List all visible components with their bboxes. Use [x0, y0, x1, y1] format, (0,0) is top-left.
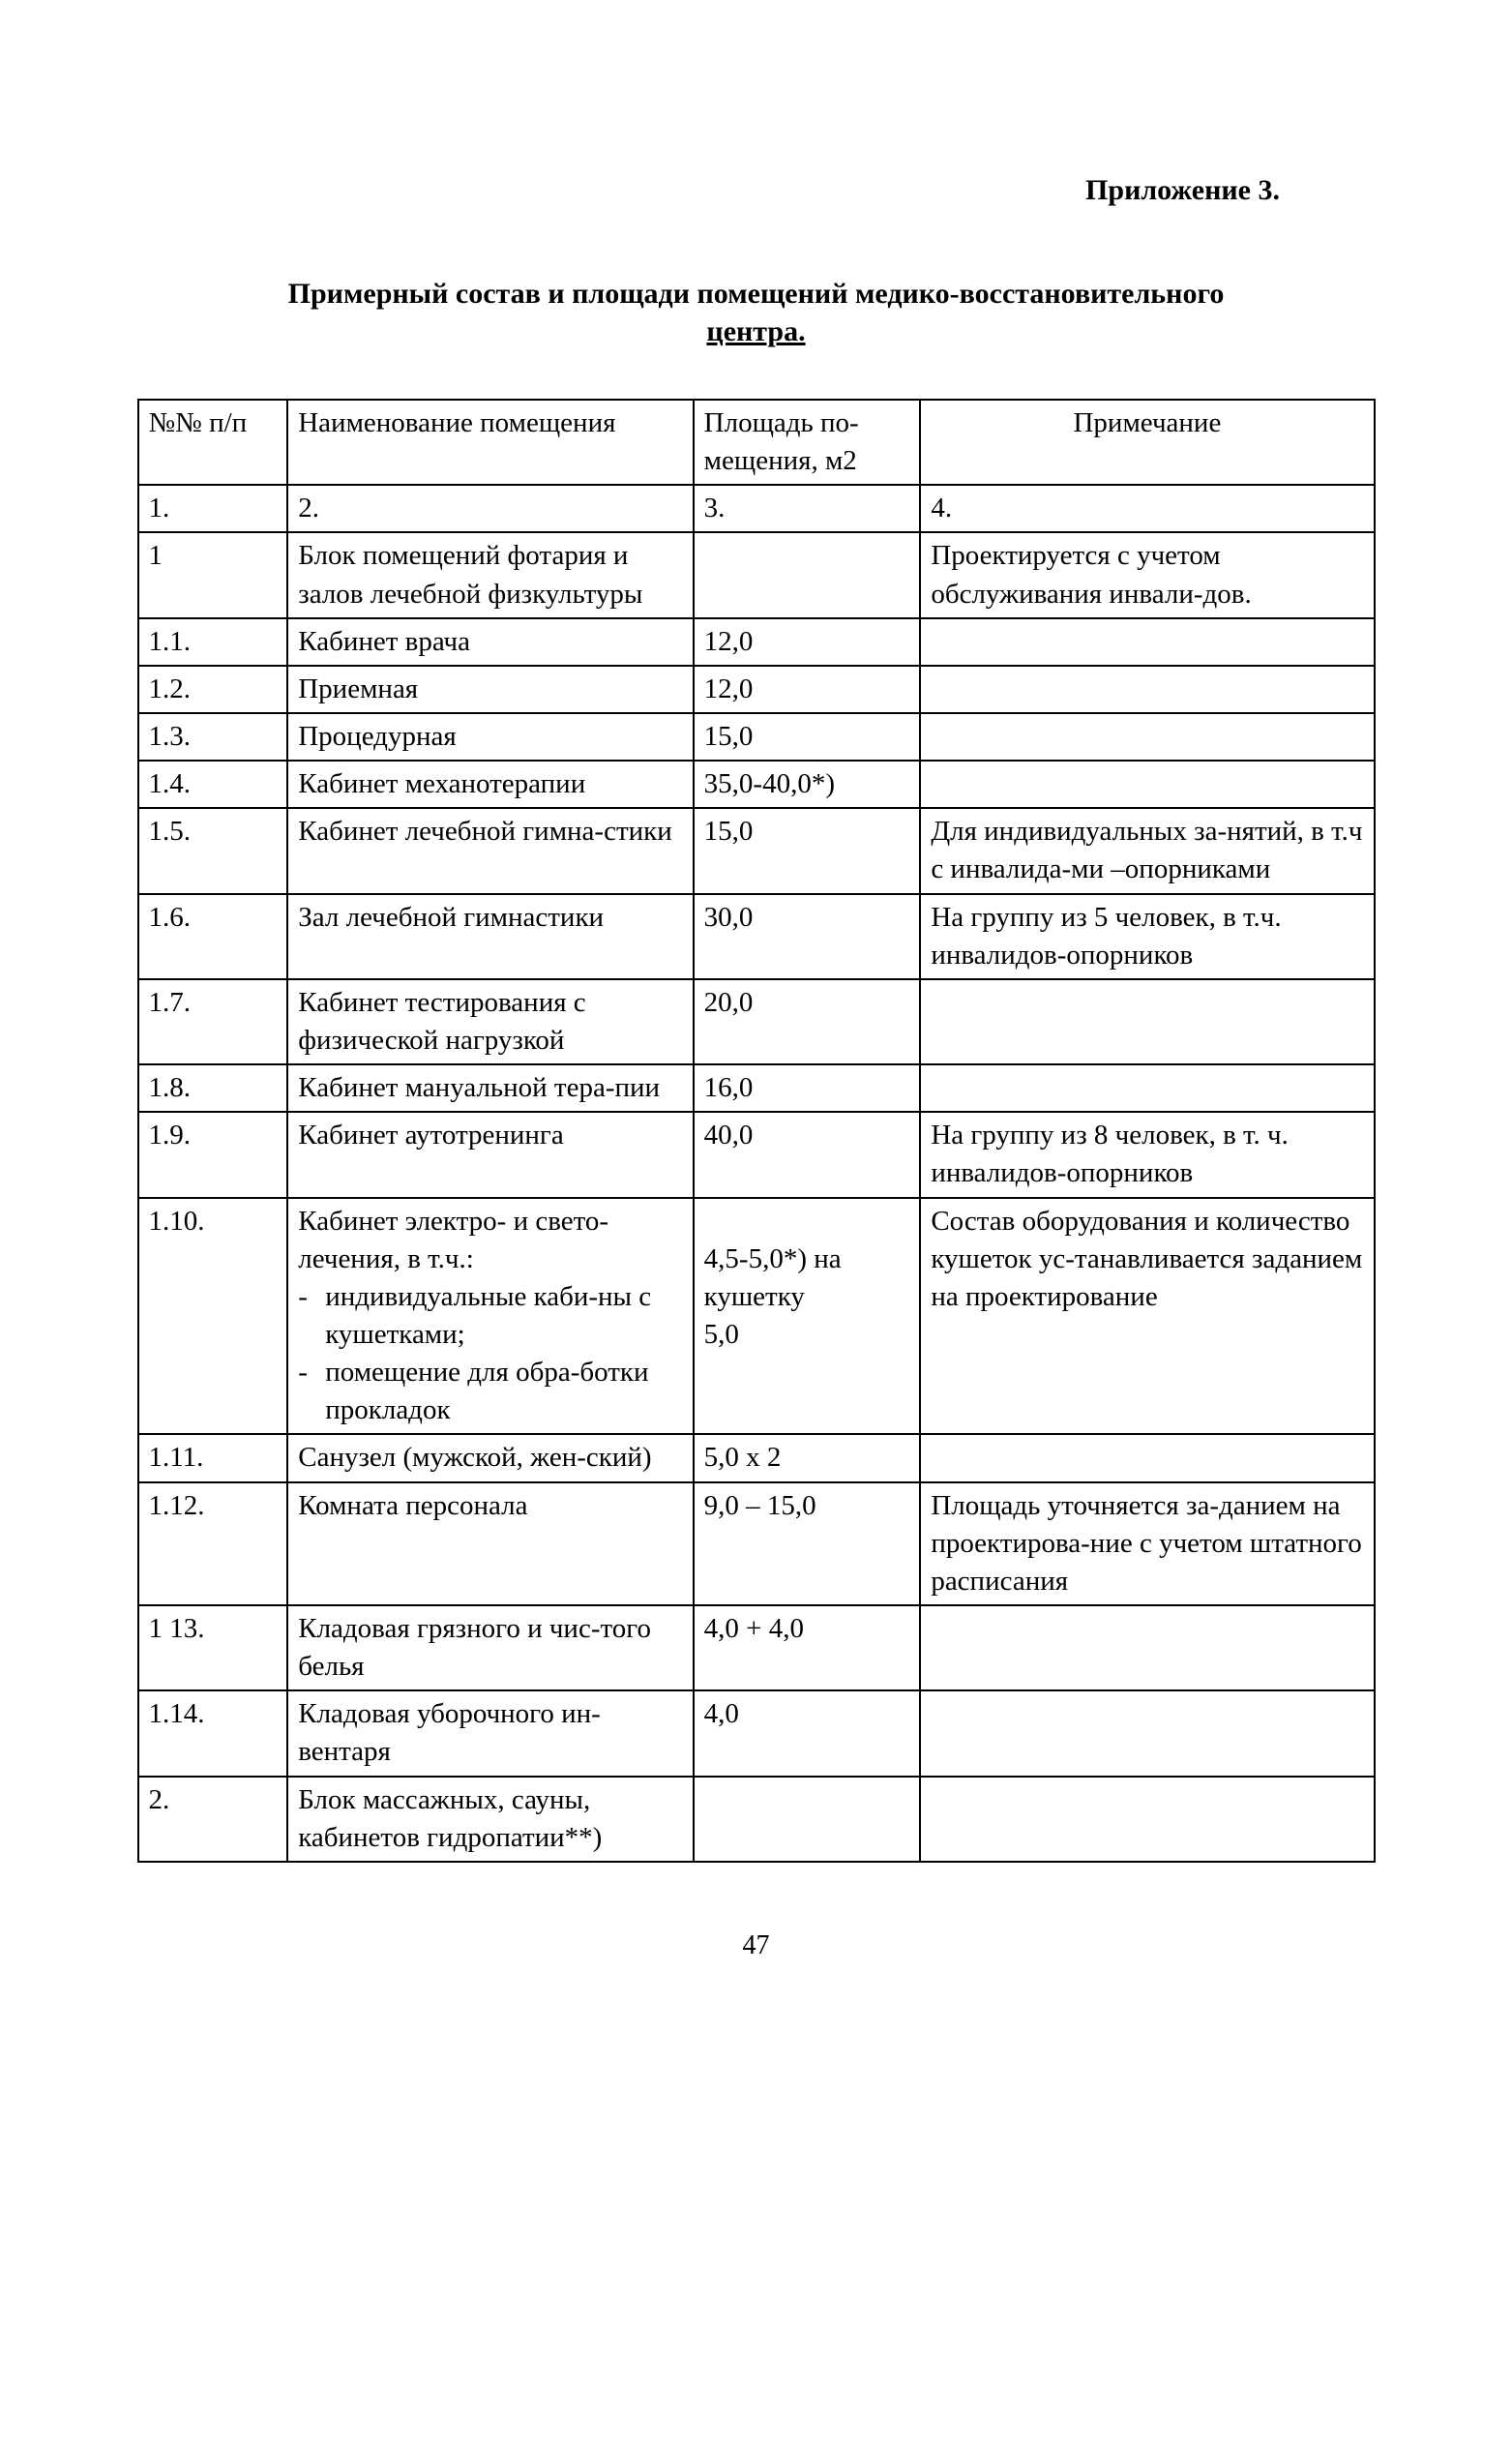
- page-title: Примерный состав и площади помещений мед…: [224, 275, 1289, 350]
- cell-num: 1.11.: [138, 1434, 288, 1481]
- cell-area: 4,0: [694, 1690, 921, 1776]
- table-colnum-row: 1. 2. 3. 4.: [138, 485, 1375, 532]
- table-row: 1.6.Зал лечебной гимнастики30,0На группу…: [138, 894, 1375, 979]
- table-row: 1.2.Приемная12,0: [138, 666, 1375, 713]
- cell-area: 5,0 x 2: [694, 1434, 921, 1481]
- cell-name: Кабинет аутотренинга: [287, 1112, 693, 1197]
- cell-num: 1.14.: [138, 1690, 288, 1776]
- cell-name: Процедурная: [287, 713, 693, 761]
- table-row: 1.14.Кладовая уборочного ин-вентаря4,0: [138, 1690, 1375, 1776]
- cell-name: Кабинет механотерапии: [287, 761, 693, 808]
- table-row: 1.7.Кабинет тестирования с физической на…: [138, 979, 1375, 1064]
- cell-area: 20,0: [694, 979, 921, 1064]
- cell-note: Проектируется с учетом обслуживания инва…: [920, 532, 1374, 617]
- cell-note: На группу из 5 человек, в т.ч. инвалидов…: [920, 894, 1374, 979]
- cell-num: 1.5.: [138, 808, 288, 893]
- cell-note: Площадь уточняется за-данием на проектир…: [920, 1482, 1374, 1605]
- title-line2: центра.: [706, 315, 805, 347]
- cell-num: 1: [138, 532, 288, 617]
- cell-num: 1.3.: [138, 713, 288, 761]
- cell-name: Кабинет врача: [287, 618, 693, 666]
- cell-name: Кабинет тестирования с физической нагруз…: [287, 979, 693, 1064]
- cell-name: Зал лечебной гимнастики: [287, 894, 693, 979]
- title-line1: Примерный состав и площади помещений мед…: [288, 278, 1225, 310]
- cell-area: 4,0 + 4,0: [694, 1605, 921, 1690]
- rooms-table: №№ п/п Наименование помещения Площадь по…: [137, 399, 1376, 1863]
- colnum-3: 3.: [694, 485, 921, 532]
- table-row: 1.8.Кабинет мануальной тера-пии16,0: [138, 1064, 1375, 1112]
- cell-note: На группу из 8 человек, в т. ч. инвалидо…: [920, 1112, 1374, 1197]
- cell-area: 15,0: [694, 808, 921, 893]
- cell-note: [920, 1605, 1374, 1690]
- cell-area: [694, 1777, 921, 1862]
- table-row: 1Блок помещений фотария и залов лечебной…: [138, 532, 1375, 617]
- table-row: 1 13.Кладовая грязного и чис-того белья4…: [138, 1605, 1375, 1690]
- cell-num: 1.8.: [138, 1064, 288, 1112]
- colnum-1: 1.: [138, 485, 288, 532]
- colnum-4: 4.: [920, 485, 1374, 532]
- cell-area: 40,0: [694, 1112, 921, 1197]
- table-header-row: №№ п/п Наименование помещения Площадь по…: [138, 400, 1375, 485]
- table-row: 2.Блок массажных, сауны, кабинетов гидро…: [138, 1777, 1375, 1862]
- cell-area: 4,5-5,0*) на кушетку5,0: [694, 1198, 921, 1435]
- cell-area: 12,0: [694, 618, 921, 666]
- cell-num: 1.1.: [138, 618, 288, 666]
- table-row: 1.1.Кабинет врача12,0: [138, 618, 1375, 666]
- cell-area: 12,0: [694, 666, 921, 713]
- cell-area: 16,0: [694, 1064, 921, 1112]
- table-row: 1.4.Кабинет механотерапии35,0-40,0*): [138, 761, 1375, 808]
- cell-note: [920, 713, 1374, 761]
- cell-note: [920, 1777, 1374, 1862]
- cell-area: [694, 532, 921, 617]
- cell-name: Блок помещений фотария и залов лечебной …: [287, 532, 693, 617]
- cell-area: 35,0-40,0*): [694, 761, 921, 808]
- page-number: 47: [116, 1930, 1396, 1961]
- table-row: 1.12.Комната персонала9,0 – 15,0Площадь …: [138, 1482, 1375, 1605]
- table-row: 1.5.Кабинет лечебной гимна-стики15,0Для …: [138, 808, 1375, 893]
- cell-num: 1 13.: [138, 1605, 288, 1690]
- cell-note: Для индивидуальных за-нятий, в т.ч с инв…: [920, 808, 1374, 893]
- table-row: 1.9.Кабинет аутотренинга40,0На группу из…: [138, 1112, 1375, 1197]
- cell-note: Состав оборудования и количество кушеток…: [920, 1198, 1374, 1435]
- appendix-label: Приложение 3.: [116, 174, 1396, 207]
- col-header-name: Наименование помещения: [287, 400, 693, 485]
- cell-num: 1.7.: [138, 979, 288, 1064]
- cell-area: 30,0: [694, 894, 921, 979]
- cell-note: [920, 1064, 1374, 1112]
- table-row: 1.11.Санузел (мужской, жен-ский)5,0 x 2: [138, 1434, 1375, 1481]
- cell-name: Комната персонала: [287, 1482, 693, 1605]
- cell-name: Кабинет лечебной гимна-стики: [287, 808, 693, 893]
- cell-num: 2.: [138, 1777, 288, 1862]
- cell-name: Кабинет мануальной тера-пии: [287, 1064, 693, 1112]
- cell-name: Кабинет электро- и свето-лечения, в т.ч.…: [287, 1198, 693, 1435]
- col-header-num: №№ п/п: [138, 400, 288, 485]
- table-body: 1Блок помещений фотария и залов лечебной…: [138, 532, 1375, 1861]
- cell-name: Приемная: [287, 666, 693, 713]
- cell-note: [920, 1690, 1374, 1776]
- table-row: 1.3.Процедурная15,0: [138, 713, 1375, 761]
- cell-area: 15,0: [694, 713, 921, 761]
- cell-name: Блок массажных, сауны, кабинетов гидропа…: [287, 1777, 693, 1862]
- cell-name: Кладовая уборочного ин-вентаря: [287, 1690, 693, 1776]
- cell-num: 1.4.: [138, 761, 288, 808]
- cell-area: 9,0 – 15,0: [694, 1482, 921, 1605]
- cell-note: [920, 1434, 1374, 1481]
- cell-num: 1.10.: [138, 1198, 288, 1435]
- col-header-note: Примечание: [920, 400, 1374, 485]
- cell-num: 1.12.: [138, 1482, 288, 1605]
- col-header-area: Площадь по-мещения, м2: [694, 400, 921, 485]
- cell-note: [920, 618, 1374, 666]
- cell-name: Кладовая грязного и чис-того белья: [287, 1605, 693, 1690]
- cell-note: [920, 761, 1374, 808]
- cell-note: [920, 979, 1374, 1064]
- table-row: 1.10.Кабинет электро- и свето-лечения, в…: [138, 1198, 1375, 1435]
- cell-num: 1.9.: [138, 1112, 288, 1197]
- cell-name: Санузел (мужской, жен-ский): [287, 1434, 693, 1481]
- cell-note: [920, 666, 1374, 713]
- cell-num: 1.2.: [138, 666, 288, 713]
- colnum-2: 2.: [287, 485, 693, 532]
- cell-num: 1.6.: [138, 894, 288, 979]
